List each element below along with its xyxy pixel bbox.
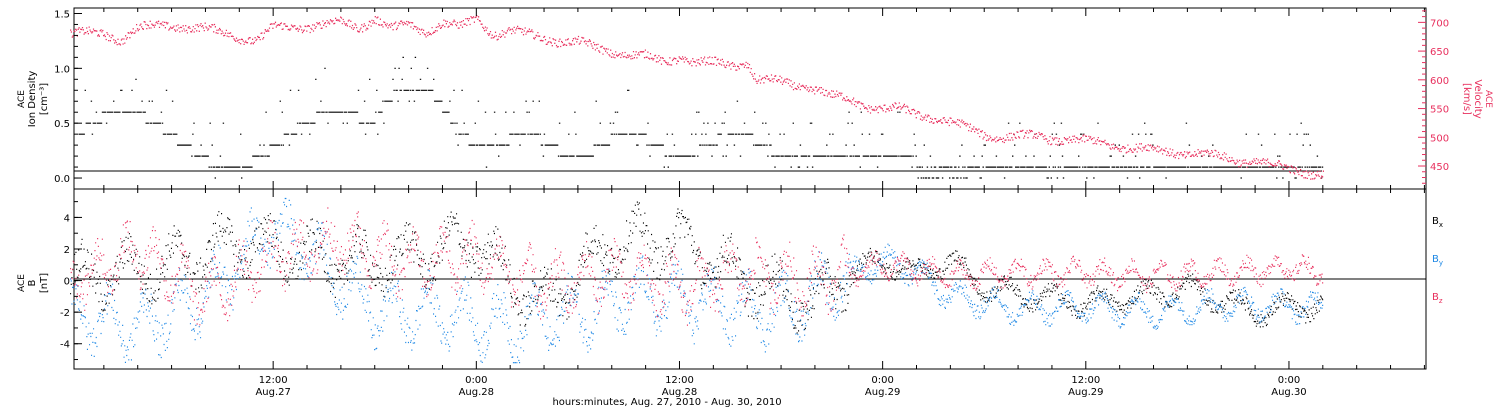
legend-bx: Bx [1432, 216, 1443, 229]
density-label-line3: [cm⁻³] [39, 83, 50, 115]
legend-bz-main: B [1432, 292, 1439, 303]
field-axis-title: ACE B [nT] [17, 273, 50, 293]
legend-bx-sub: x [1439, 221, 1443, 229]
top-panel-data [70, 15, 1324, 180]
legend-bx-main: B [1432, 216, 1439, 227]
field-label-line3: [nT] [39, 273, 50, 293]
field-series-bz [70, 207, 1324, 326]
density-y-tick-label: 0.0 [54, 174, 70, 185]
legend-bz-sub: z [1439, 297, 1443, 305]
field-y-tick-label: 2 [64, 245, 70, 256]
velocity-y-tick-label: 500 [1430, 133, 1449, 144]
x-tick-label-date: Aug.28 [662, 387, 697, 398]
velocity-label-line3: [km/s] [1461, 83, 1472, 115]
legend-by-main: B [1432, 254, 1439, 265]
velocity-label-line2: Velocity [1472, 79, 1483, 118]
x-tick-label-time: 0:00 [871, 375, 893, 386]
field-label-line2: B [27, 279, 38, 286]
field-series-bx [70, 201, 1324, 334]
density-axis-title: ACE Ion Density [cm⁻³] [17, 71, 50, 128]
velocity-axis-title: ACE Velocity [km/s] [1461, 79, 1493, 118]
velocity-y-tick-label: 700 [1430, 18, 1449, 29]
density-label-line1: ACE [17, 90, 27, 108]
density-points [78, 56, 1324, 179]
field-y-tick-label: 0 [64, 277, 70, 288]
x-tick-label-time: 12:00 [259, 375, 288, 386]
x-tick-label-time: 0:00 [1278, 375, 1300, 386]
bottom-panel-data [70, 197, 1324, 364]
axes: 12:00Aug.270:00Aug.2812:00Aug.280:00Aug.… [54, 8, 1449, 398]
field-y-tick-label: -4 [60, 340, 70, 351]
x-tick-label-date: Aug.30 [1271, 387, 1306, 398]
x-tick-label-date: Aug.29 [865, 387, 900, 398]
density-y-tick-label: 1.0 [54, 64, 70, 75]
x-tick-label-time: 0:00 [465, 375, 487, 386]
x-axis-title: hours:minutes, Aug. 27, 2010 - Aug. 30, … [552, 397, 781, 408]
legend-bz: Bz [1432, 292, 1443, 305]
field-series-by [70, 197, 1324, 364]
legend-by: By [1432, 254, 1443, 267]
x-tick-label-time: 12:00 [1071, 375, 1100, 386]
legend-by-sub: y [1439, 259, 1443, 267]
x-tick-label-date: Aug.27 [255, 387, 290, 398]
x-tick-label-date: Aug.29 [1068, 387, 1103, 398]
velocity-y-tick-label: 450 [1430, 162, 1449, 173]
density-label-line2: Ion Density [27, 71, 38, 128]
top-panel-frame [73, 7, 1427, 190]
velocity-y-tick-label: 600 [1430, 76, 1449, 87]
field-y-tick-label: 4 [64, 213, 70, 224]
velocity-y-tick-label: 650 [1430, 47, 1449, 58]
x-tick-label-date: Aug.28 [459, 387, 494, 398]
density-y-tick-label: 1.5 [54, 9, 70, 20]
density-y-tick-label: 0.5 [54, 119, 70, 130]
velocity-y-tick-label: 550 [1430, 105, 1449, 116]
velocity-label-line1: ACE [1483, 90, 1493, 108]
x-tick-label-time: 12:00 [665, 375, 694, 386]
field-y-tick-label: -2 [60, 308, 70, 319]
velocity-points [70, 15, 1324, 180]
field-label-line1: ACE [17, 274, 27, 292]
